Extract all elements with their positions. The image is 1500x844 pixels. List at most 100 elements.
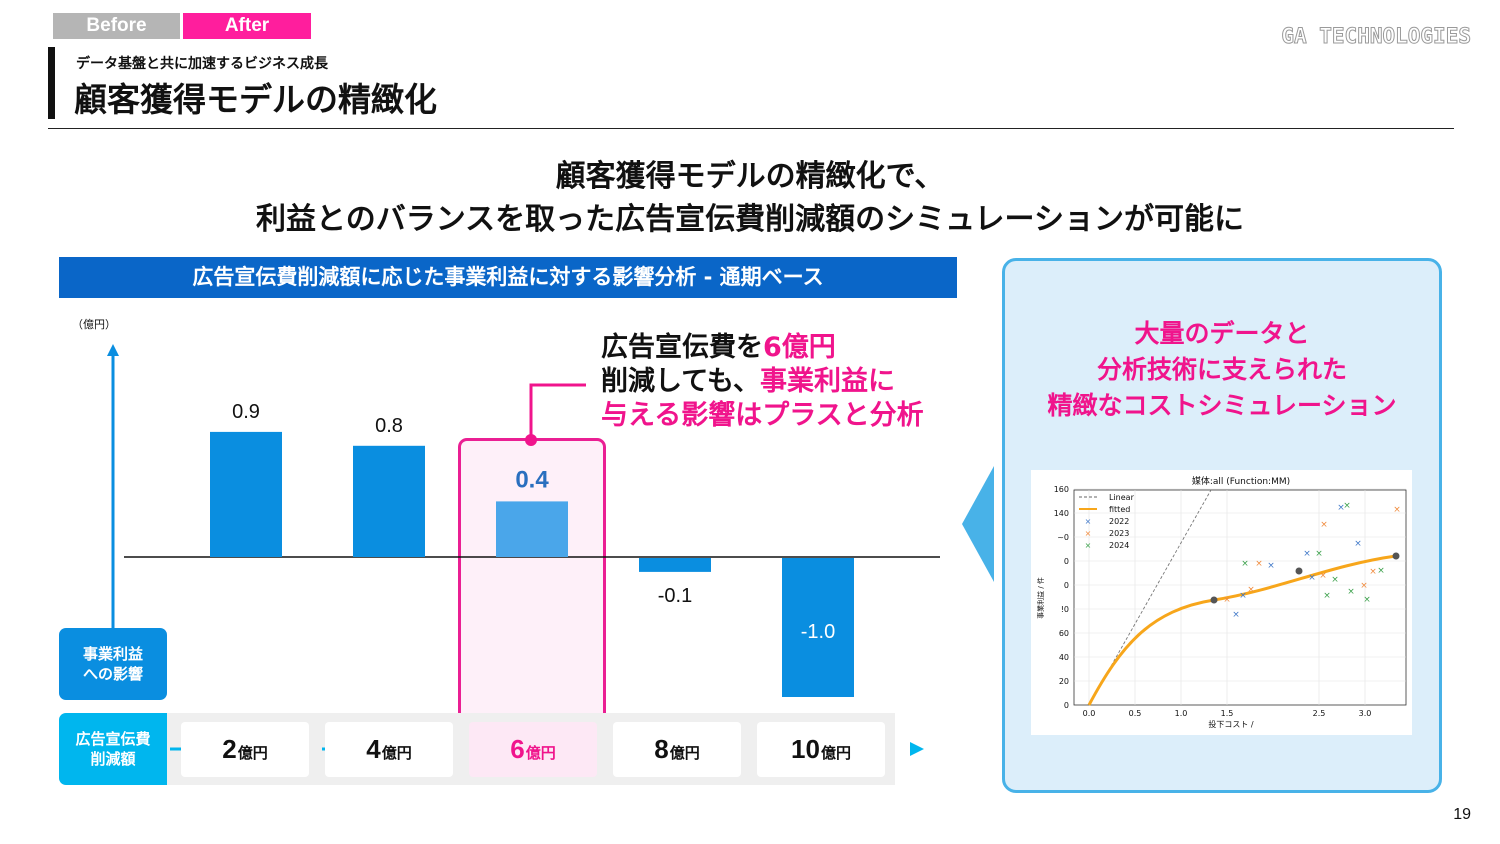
y-axis-arrowhead <box>107 344 119 356</box>
mini-point-2022: × <box>1232 610 1240 620</box>
page-number: 19 <box>1453 806 1471 823</box>
mini-legend-label: fitted <box>1109 505 1130 514</box>
mini-point-2024: × <box>1331 575 1339 585</box>
bar-value-label-10: -1.0 <box>801 621 835 643</box>
x-axis-label-line-1: 広告宣伝費 <box>75 730 151 748</box>
category-unit: 億円 <box>525 745 556 762</box>
category-unit: 億円 <box>237 745 268 762</box>
headline-line-1: 顧客獲得モデルの精緻化で、 <box>555 159 945 194</box>
category-4: 4 億円 <box>325 722 453 777</box>
mini-point-2022: × <box>1354 539 1362 549</box>
category-unit: 億円 <box>381 745 412 762</box>
category-8: 8 億円 <box>613 722 741 777</box>
mini-chart-frame <box>1073 489 1407 706</box>
mini-legend-swatch: × <box>1085 517 1092 526</box>
mini-legend-label: 2022 <box>1109 517 1129 526</box>
category-value: 2 <box>222 734 237 764</box>
bar-8 <box>639 558 711 572</box>
mini-point-2022: × <box>1303 549 1311 559</box>
mini-point-2023: × <box>1320 520 1328 530</box>
mini-x-label: 投下コスト / <box>1208 719 1254 729</box>
category-value: 8 <box>654 734 669 764</box>
mini-chart: 媒体:all (Function:MM) 0 20 40 60 !0 0 0 ~0 140 160… <box>1036 475 1407 729</box>
headline-line-2: 利益とのバランスを取った広告宣伝費削減額のシミュレーションが可能に <box>256 202 1244 237</box>
mini-x-tick: 3.0 <box>1359 709 1372 718</box>
chart-panel-header: 広告宣伝費削減額に応じた事業利益に対する影響分析 - 通期ベース <box>59 257 957 298</box>
mini-y-tick: ~0 <box>1057 533 1069 542</box>
mini-point-2024: × <box>1363 595 1371 605</box>
mini-legend-swatch: × <box>1085 529 1092 538</box>
mini-fit-point <box>1295 567 1303 575</box>
header-divider <box>48 128 1454 129</box>
mini-point-2022: × <box>1239 591 1247 601</box>
bar-value-label-8: -0.1 <box>658 585 692 607</box>
mini-point-2024: × <box>1377 566 1385 576</box>
mini-y-tick: 40 <box>1059 653 1069 662</box>
bar-2 <box>210 431 282 557</box>
bar-10 <box>782 558 854 697</box>
side-title-line-2: 分析技術に支えられた <box>1096 355 1347 384</box>
mini-point-2023: × <box>1360 581 1368 591</box>
mini-x-tick: 0.5 <box>1129 709 1142 718</box>
side-title-line-1: 大量のデータと <box>1134 319 1310 348</box>
y-axis-label-box: 事業利益 への影響 <box>59 628 167 700</box>
mini-y-tick: !0 <box>1061 605 1069 614</box>
mini-legend-label: Linear <box>1109 493 1135 502</box>
mini-y-tick: 0 <box>1064 701 1069 710</box>
tab-after[interactable]: After <box>183 13 311 39</box>
category-unit: 億円 <box>820 745 851 762</box>
mini-y-label: 事業利益 / 件 <box>1036 577 1045 619</box>
x-axis-label-box: 広告宣伝費 削減額 <box>59 713 167 785</box>
category-10: 10 億円 <box>757 722 885 777</box>
mini-point-2022: × <box>1308 573 1316 583</box>
mini-chart-image: 媒体:all (Function:MM) 0 20 40 60 !0 0 0 ~0 140 160… <box>1031 470 1412 735</box>
mini-point-2023: × <box>1319 571 1327 581</box>
mini-y-tick: 140 <box>1054 509 1069 518</box>
x-axis-label-line-2: 削減額 <box>90 750 136 768</box>
mini-point-2024: × <box>1315 549 1323 559</box>
x-axis-arrowhead <box>910 742 924 756</box>
category-unit: 億円 <box>669 745 700 762</box>
mini-legend-label: 2023 <box>1109 529 1129 538</box>
page-title: 顧客獲得モデルの精緻化 <box>74 80 437 119</box>
mini-point-2024: × <box>1241 559 1249 569</box>
mini-legend-swatch: × <box>1085 541 1092 550</box>
mini-y-tick: 60 <box>1059 629 1069 638</box>
page-subtitle: データ基盤と共に加速するビジネス成長 <box>76 56 328 72</box>
category-value: 4 <box>366 734 381 764</box>
bar-4 <box>353 445 425 557</box>
mini-x-tick: 0.0 <box>1083 709 1096 718</box>
side-panel-title: 大量のデータと 分析技術に支えられた 精緻なコストシミュレーション <box>1002 316 1442 424</box>
chart-unit-label: （億円） <box>72 318 116 331</box>
mini-point-2024: × <box>1347 587 1355 597</box>
mini-point-2023: × <box>1247 585 1255 595</box>
mini-y-tick: 0 <box>1064 581 1069 590</box>
mini-point-2024: × <box>1323 591 1331 601</box>
mini-legend-label: 2024 <box>1109 541 1129 550</box>
y-axis-label-line-1: 事業利益 <box>82 645 143 663</box>
category-6: 6 億円 <box>469 722 597 777</box>
mini-point-2024: × <box>1343 501 1351 511</box>
callout-line-2b: 事業利益に <box>760 366 896 397</box>
mini-fit-point <box>1210 596 1218 604</box>
bar-value-label-4: 0.8 <box>375 415 403 437</box>
mini-point-2023: × <box>1223 595 1231 605</box>
mini-x-tick: 1.5 <box>1221 709 1234 718</box>
mini-point-2023: × <box>1393 505 1401 515</box>
category-value: 10 <box>791 734 820 764</box>
side-title-line-3: 精緻なコストシミュレーション <box>1047 391 1397 420</box>
callout-line-1b: 6億円 <box>763 332 836 363</box>
category-value: 6 <box>510 734 525 764</box>
side-panel-pointer <box>962 466 994 582</box>
y-axis-label-line-2: への影響 <box>82 665 143 683</box>
callout-text: 広告宣伝費を6億円 削減しても、事業利益に 与える影響はプラスと分析 <box>601 331 924 433</box>
mini-x-tick: 1.0 <box>1175 709 1188 718</box>
mini-point-2023: × <box>1369 567 1377 577</box>
mini-y-tick: 0 <box>1064 557 1069 566</box>
category-2: 2 億円 <box>181 722 309 777</box>
callout-line-1a: 広告宣伝費を <box>601 332 763 363</box>
mini-fit-point <box>1392 552 1400 560</box>
callout-line-3: 与える影響はプラスと分析 <box>601 400 924 431</box>
tab-before[interactable]: Before <box>53 13 180 39</box>
company-logo: GA TECHNOLOGIES <box>1281 24 1472 49</box>
